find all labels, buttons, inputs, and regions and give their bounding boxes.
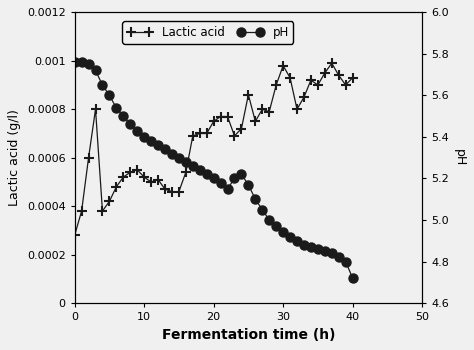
Lactic acid bbox=[246, 93, 251, 97]
pH bbox=[232, 176, 237, 181]
Lactic acid bbox=[120, 175, 126, 179]
pH bbox=[329, 251, 335, 256]
pH bbox=[315, 247, 321, 251]
pH bbox=[238, 172, 244, 176]
pH bbox=[100, 83, 105, 87]
pH bbox=[301, 243, 307, 247]
pH bbox=[183, 160, 189, 164]
pH bbox=[287, 234, 293, 239]
Lactic acid bbox=[225, 114, 230, 119]
Lactic acid bbox=[343, 83, 348, 87]
Lactic acid bbox=[253, 119, 258, 124]
Lactic acid bbox=[169, 190, 175, 194]
Lactic acid bbox=[232, 134, 237, 138]
Lactic acid bbox=[308, 78, 314, 82]
pH bbox=[72, 60, 78, 64]
pH bbox=[280, 230, 286, 235]
pH bbox=[93, 68, 99, 72]
pH bbox=[120, 114, 126, 118]
Lactic acid bbox=[301, 95, 307, 99]
pH bbox=[350, 276, 356, 280]
pH bbox=[113, 106, 119, 110]
pH bbox=[246, 183, 251, 187]
Lactic acid bbox=[79, 209, 84, 213]
Lactic acid bbox=[259, 107, 265, 111]
Lactic acid bbox=[155, 177, 161, 182]
Y-axis label: Lactic acid (g/l): Lactic acid (g/l) bbox=[9, 109, 21, 206]
Lactic acid bbox=[141, 175, 147, 179]
Lactic acid bbox=[294, 107, 300, 111]
pH bbox=[128, 122, 133, 127]
Lactic acid bbox=[329, 61, 335, 65]
pH bbox=[336, 255, 342, 259]
Line: pH: pH bbox=[70, 58, 357, 283]
pH bbox=[266, 218, 272, 222]
Lactic acid bbox=[211, 119, 217, 124]
pH bbox=[79, 60, 84, 64]
pH bbox=[253, 197, 258, 201]
pH bbox=[176, 156, 182, 160]
Lactic acid bbox=[322, 71, 328, 75]
Lactic acid bbox=[336, 73, 342, 77]
pH bbox=[204, 172, 210, 176]
Line: Lactic acid: Lactic acid bbox=[70, 58, 357, 240]
Lactic acid bbox=[134, 168, 140, 172]
Lactic acid bbox=[315, 83, 321, 87]
pH bbox=[259, 208, 265, 212]
pH bbox=[308, 245, 314, 249]
Lactic acid bbox=[113, 185, 119, 189]
Lactic acid bbox=[100, 209, 105, 213]
Lactic acid bbox=[190, 134, 196, 138]
pH bbox=[141, 135, 147, 139]
Lactic acid bbox=[266, 110, 272, 114]
Y-axis label: pH: pH bbox=[453, 149, 465, 166]
Lactic acid bbox=[287, 76, 293, 80]
pH bbox=[86, 62, 91, 66]
pH bbox=[134, 128, 140, 133]
Lactic acid bbox=[273, 83, 279, 87]
Lactic acid bbox=[72, 233, 78, 237]
Lactic acid bbox=[280, 64, 286, 68]
Lactic acid bbox=[204, 131, 210, 135]
Lactic acid bbox=[107, 199, 112, 203]
Legend: Lactic acid, pH: Lactic acid, pH bbox=[122, 21, 293, 44]
Lactic acid bbox=[218, 114, 223, 119]
pH bbox=[218, 181, 223, 185]
pH bbox=[322, 249, 328, 253]
Lactic acid bbox=[350, 76, 356, 80]
pH bbox=[273, 224, 279, 228]
Lactic acid bbox=[197, 131, 202, 135]
pH bbox=[107, 93, 112, 98]
pH bbox=[343, 259, 348, 264]
pH bbox=[162, 147, 168, 152]
Lactic acid bbox=[183, 170, 189, 174]
pH bbox=[197, 168, 202, 172]
Lactic acid bbox=[238, 127, 244, 131]
pH bbox=[190, 164, 196, 168]
pH bbox=[294, 239, 300, 243]
Lactic acid bbox=[162, 187, 168, 191]
pH bbox=[211, 176, 217, 181]
pH bbox=[148, 139, 154, 143]
Lactic acid bbox=[128, 170, 133, 174]
pH bbox=[225, 187, 230, 191]
X-axis label: Fermentation time (h): Fermentation time (h) bbox=[162, 328, 335, 342]
Lactic acid bbox=[176, 190, 182, 194]
Lactic acid bbox=[148, 180, 154, 184]
pH bbox=[155, 143, 161, 147]
Lactic acid bbox=[86, 156, 91, 160]
Lactic acid bbox=[93, 107, 99, 111]
pH bbox=[169, 152, 175, 156]
